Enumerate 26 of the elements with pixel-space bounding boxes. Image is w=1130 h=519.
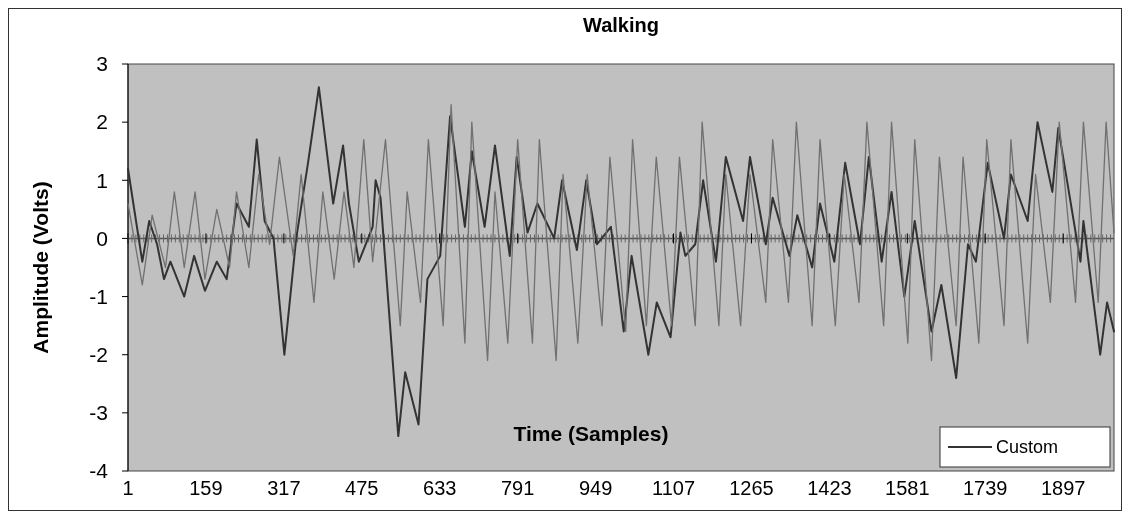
x-tick-label: 1739 (963, 477, 1008, 499)
x-tick-label: 317 (267, 477, 301, 499)
x-tick-label: 1897 (1040, 477, 1086, 499)
x-tick-label: 1581 (885, 477, 930, 499)
y-tick-label: 2 (96, 110, 108, 134)
x-tick-label: 1107 (652, 477, 696, 499)
y-tick-label: -4 (89, 459, 109, 483)
y-tick-label: -2 (89, 343, 108, 367)
y-tick-label: -3 (89, 401, 108, 425)
y-axis-title: Amplitude (Volts) (29, 181, 52, 354)
x-tick-label: 1423 (807, 477, 852, 499)
x-tick-label: 1265 (729, 477, 774, 499)
x-tick-label: 159 (189, 477, 223, 499)
y-tick-label: 0 (96, 226, 108, 250)
x-tick-label: 633 (423, 477, 457, 499)
x-tick-label: 949 (578, 477, 613, 499)
y-tick-label: -1 (89, 284, 108, 308)
x-axis-title: Time (Samples) (513, 422, 669, 445)
legend-label: Custom (996, 437, 1059, 458)
y-tick-label: 3 (96, 52, 108, 76)
y-tick-label: 1 (96, 168, 108, 192)
chart-title: Walking (583, 14, 659, 36)
line-series (127, 104, 1115, 362)
x-tick-label: 1 (122, 477, 134, 499)
x-tick-label: 791 (500, 477, 535, 499)
x-tick-label: 475 (345, 477, 379, 499)
